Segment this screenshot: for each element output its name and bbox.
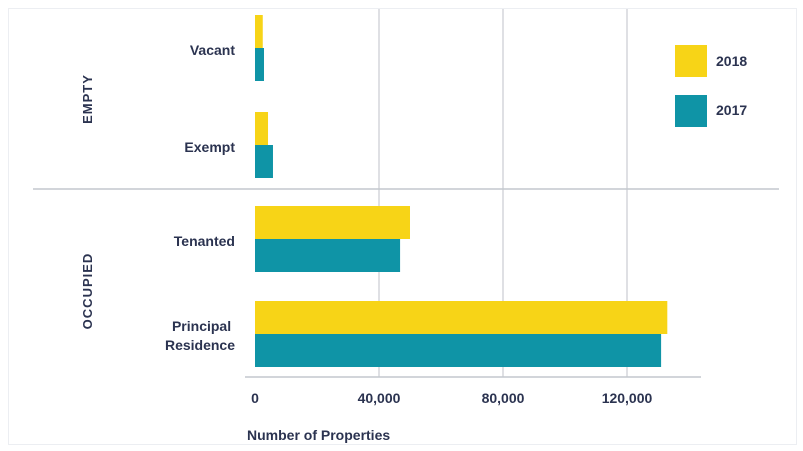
x-tick-labels: 0 40,000 80,000 120,000 [251, 390, 652, 406]
group-label-empty: EMPTY [80, 74, 95, 124]
legend-swatch-2017 [675, 95, 707, 127]
category-label-tenanted: Tenanted [174, 233, 235, 249]
legend-swatch-2018 [675, 45, 707, 77]
bars [255, 15, 668, 367]
category-label-line-1: Principal [172, 318, 231, 334]
category-label-vacant: Vacant [190, 42, 235, 58]
x-axis-title: Number of Properties [247, 427, 390, 443]
category-label-line-2: Residence [165, 337, 235, 353]
legend: 2018 2017 [675, 45, 747, 127]
bar-tenanted-2018 [255, 206, 410, 239]
horizontal-bar-chart: EMPTY OCCUPIED Vacant Exempt Tenanted Pr… [33, 9, 779, 443]
bar-exempt-2017 [255, 145, 273, 178]
x-tick-label: 0 [251, 390, 259, 406]
x-tick-label: 80,000 [482, 390, 525, 406]
x-tick-label: 40,000 [358, 390, 401, 406]
bar-principal-residence-2017 [255, 334, 662, 367]
legend-label-2017: 2017 [716, 102, 747, 118]
chart-frame: EMPTY OCCUPIED Vacant Exempt Tenanted Pr… [8, 8, 797, 445]
bar-vacant-2018 [255, 15, 263, 48]
legend-label-2018: 2018 [716, 53, 747, 69]
group-label-occupied: OCCUPIED [80, 253, 95, 330]
bar-principal-residence-2018 [255, 301, 668, 334]
bar-exempt-2018 [255, 112, 269, 145]
category-label-exempt: Exempt [184, 139, 235, 155]
bar-vacant-2017 [255, 48, 264, 81]
bar-tenanted-2017 [255, 239, 401, 272]
category-label-principal-residence: Principal Residence [165, 318, 235, 353]
x-tick-label: 120,000 [602, 390, 653, 406]
